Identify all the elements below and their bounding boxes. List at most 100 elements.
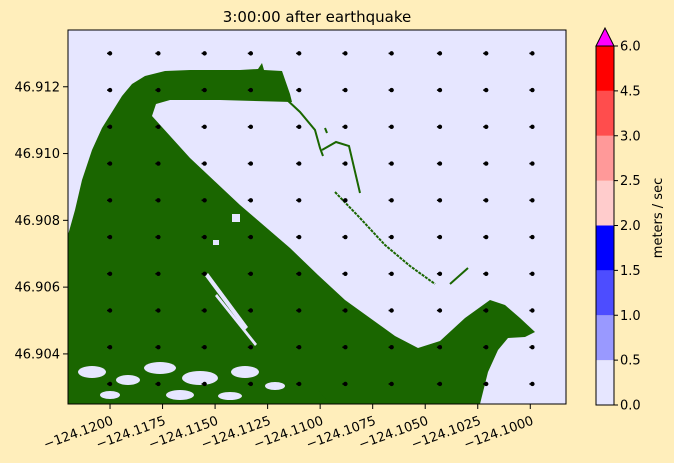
velocity-vector-head — [248, 198, 254, 203]
velocity-vector-head — [389, 161, 394, 166]
velocity-vector-head — [530, 308, 535, 313]
velocity-vector-head — [202, 381, 207, 387]
velocity-vector-head — [107, 51, 113, 56]
velocity-vector-head — [248, 271, 254, 276]
velocity-vector-head — [343, 234, 348, 240]
y-axis: 46.904 46.906 46.908 46.910 46.912 — [15, 80, 68, 362]
velocity-vector-head — [530, 124, 535, 130]
velocity-vector-head — [530, 161, 535, 166]
velocity-vector-head — [389, 198, 394, 203]
velocity-vector-head — [156, 87, 161, 93]
velocity-vector-head — [530, 198, 535, 203]
colorbar-segment — [596, 225, 614, 271]
velocity-vector-head — [530, 381, 535, 387]
velocity-vector-head — [343, 345, 348, 350]
velocity-vector-head — [296, 124, 302, 130]
colorbar-segment — [596, 135, 614, 181]
velocity-vector-head — [437, 308, 443, 313]
colorbar-extend-arrow — [595, 26, 615, 47]
velocity-vector-head — [202, 308, 207, 313]
velocity-vector-head — [437, 198, 443, 203]
land-peninsula — [68, 63, 535, 404]
colorbar-segment — [596, 180, 614, 226]
velocity-vector-head — [343, 124, 348, 130]
x-axis: −124.1200−124.1175−124.1150−124.1125−124… — [42, 404, 536, 453]
velocity-vector-head — [343, 271, 348, 276]
velocity-vector-head — [248, 308, 254, 313]
vectors — [107, 51, 535, 387]
velocity-vector-head — [483, 308, 489, 313]
velocity-vector-head — [156, 124, 161, 130]
y-tick-label: 46.912 — [15, 80, 61, 95]
velocity-vector-head — [202, 124, 207, 130]
velocity-vector-head — [202, 345, 207, 350]
velocity-vector-head — [389, 381, 394, 387]
colorbar-segment — [596, 46, 614, 91]
velocity-vector-head — [389, 124, 394, 130]
velocity-vector-head — [107, 161, 113, 166]
velocity-vector-head — [343, 51, 348, 56]
y-tick-label: 46.904 — [15, 347, 61, 362]
velocity-vector-head — [202, 198, 207, 203]
velocity-vector-head — [437, 51, 443, 56]
y-tick-label: 46.906 — [15, 281, 61, 296]
colorbar-tick-label: 2.5 — [620, 174, 641, 189]
velocity-vector-head — [107, 234, 113, 240]
velocity-vector-head — [389, 87, 394, 93]
velocity-vector-head — [389, 271, 394, 276]
velocity-vector-head — [156, 308, 161, 313]
velocity-vector-head — [437, 345, 443, 350]
velocity-vector-head — [107, 381, 113, 387]
south-shore-ponds — [78, 362, 285, 400]
velocity-vector-head — [296, 381, 302, 387]
velocity-vector-head — [107, 345, 113, 350]
velocity-vector-head — [389, 308, 394, 313]
velocity-vector-head — [483, 51, 489, 56]
velocity-vector-head — [530, 234, 535, 240]
velocity-vector-head — [389, 51, 394, 56]
velocity-vector-head — [248, 124, 254, 130]
velocity-vector-head — [483, 345, 489, 350]
velocity-vector-head — [483, 234, 489, 240]
chart-title: 3:00:00 after earthquake — [223, 8, 411, 26]
velocity-vector-head — [343, 198, 348, 203]
velocity-vector-head — [343, 87, 348, 93]
velocity-vector-head — [296, 161, 302, 166]
velocity-vector-head — [156, 381, 161, 387]
velocity-vector-head — [530, 271, 535, 276]
colorbar-tick-label: 1.0 — [620, 309, 641, 324]
velocity-vector-head — [343, 161, 348, 166]
colorbar-tick-label: 4.5 — [620, 84, 641, 99]
velocity-vector-head — [530, 87, 535, 93]
velocity-vector-head — [530, 51, 535, 56]
colorbar-tick-label: 6.0 — [620, 40, 641, 55]
velocity-vector-head — [107, 87, 113, 93]
colorbar: 0.0 0.5 1.0 1.5 2.0 2.5 3.0 4.5 6.0 — [595, 26, 641, 414]
plot-area — [67, 29, 567, 405]
velocity-vector-head — [248, 51, 254, 56]
velocity-vector-head — [437, 161, 443, 166]
velocity-vector-head — [202, 87, 207, 93]
y-tick-label: 46.910 — [15, 147, 61, 162]
velocity-vector-head — [343, 381, 348, 387]
colorbar-tick-label: 3.0 — [620, 129, 641, 144]
velocity-vector-head — [248, 381, 254, 387]
colorbar-segment — [596, 90, 614, 136]
velocity-vector-head — [296, 308, 302, 313]
velocity-vector-head — [107, 271, 113, 276]
velocity-vector-head — [296, 345, 302, 350]
velocity-vector-head — [202, 51, 207, 56]
velocity-vector-head — [248, 87, 254, 93]
colorbar-tick-label: 0.0 — [620, 399, 641, 414]
velocity-vector-head — [202, 161, 207, 166]
colorbar-segment — [596, 315, 614, 361]
velocity-vector-head — [107, 198, 113, 203]
velocity-vector-head — [483, 87, 489, 93]
jetties — [284, 97, 469, 285]
y-tick-label: 46.908 — [15, 214, 61, 229]
land-mask — [68, 51, 535, 404]
velocity-vector-head — [483, 381, 489, 387]
velocity-vector-head — [437, 124, 443, 130]
velocity-vector-head — [343, 308, 348, 313]
